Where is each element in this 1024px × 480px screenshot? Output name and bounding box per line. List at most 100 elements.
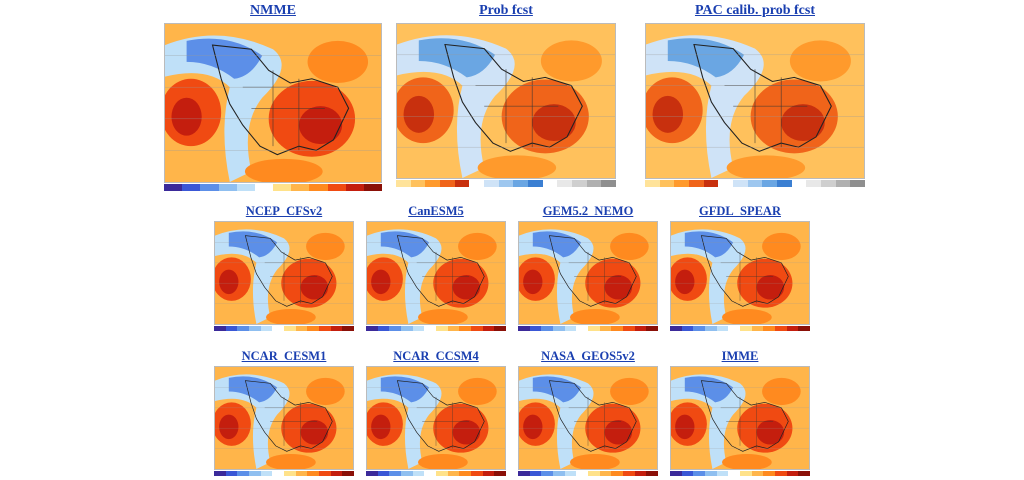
colorbar-swatch [447,326,460,331]
colorbar-swatch [763,471,776,476]
colorbar-anomaly [366,326,507,331]
colorbar-swatch [646,471,659,476]
link-model[interactable]: NCAR_CCSM4 [393,349,479,363]
link-model[interactable]: NCEP_CFSv2 [245,204,323,218]
colorbar-swatch [623,471,635,476]
colorbar-swatch [295,471,308,476]
colorbar-swatch [214,326,226,331]
colorbar-swatch [440,180,455,187]
map-model[interactable] [670,221,810,325]
colorbar-swatch [634,326,647,331]
colorbar-swatch [272,471,285,476]
colorbar-swatch [670,326,682,331]
panel-model: CanESM5 [366,204,507,334]
panel-model: NCAR_CCSM4 [366,349,507,479]
panel-prob-fcst: Prob fcst [396,3,617,193]
colorbar-swatch [345,184,364,191]
colorbar-swatch [798,326,811,331]
colorbar-swatch [740,471,752,476]
colorbar-anomaly [214,326,355,331]
colorbar-swatch [424,326,437,331]
panel-model: GEM5.2_NEMO [518,204,659,334]
colorbar-swatch [342,471,355,476]
colorbar-swatch [557,180,573,187]
colorbar-swatch [601,180,617,187]
link-model[interactable]: IMME [721,349,759,363]
colorbar-swatch [576,326,589,331]
link-model[interactable]: CanESM5 [408,204,464,218]
colorbar-swatch [798,471,811,476]
map-pac-calib[interactable] [645,23,865,179]
colorbar-anomaly [518,471,659,476]
colorbar-swatch [410,180,426,187]
map-model[interactable] [670,366,810,470]
map-model[interactable] [366,221,506,325]
colorbar-swatch [564,326,577,331]
panel-pac-calib: PAC calib. prob fcst [645,3,866,193]
colorbar-swatch [401,471,413,476]
colorbar-swatch [225,471,238,476]
link-model[interactable]: GFDL_SPEAR [699,204,781,218]
panel-nmme: NMME [164,3,383,193]
colorbar-swatch [740,326,752,331]
colorbar-swatch [529,326,542,331]
colorbar-swatch [471,326,483,331]
map-model[interactable] [518,221,658,325]
colorbar-swatch [273,184,292,191]
colorbar-swatch [541,471,554,476]
colorbar-swatch [542,180,558,187]
colorbar-prob-calib [645,180,866,187]
colorbar-swatch [733,180,748,187]
colorbar-swatch [164,184,183,191]
colorbar-swatch [182,184,201,191]
colorbar-swatch [330,471,343,476]
colorbar-swatch [436,471,448,476]
colorbar-swatch [659,180,675,187]
link-pac-calib-prob-fcst[interactable]: PAC calib. prob fcst [694,3,816,18]
colorbar-swatch [330,326,343,331]
colorbar-swatch [728,326,741,331]
colorbar-swatch [541,326,554,331]
map-prob-fcst[interactable] [396,23,616,179]
colorbar-swatch [389,471,402,476]
link-prob-fcst[interactable]: Prob fcst [479,3,533,18]
colorbar-swatch [260,471,273,476]
colorbar-swatch [821,180,836,187]
colorbar-swatch [518,471,530,476]
map-nmme-anomaly[interactable] [164,23,382,183]
link-model[interactable]: NASA_GEOS5v2 [541,349,635,363]
colorbar-swatch [518,326,530,331]
colorbar-swatch [786,326,799,331]
colorbar-swatch [377,326,390,331]
colorbar-swatch [307,326,320,331]
map-model[interactable] [214,221,354,325]
colorbar-swatch [645,180,660,187]
colorbar-swatch [494,471,507,476]
map-model[interactable] [214,366,354,470]
map-model[interactable] [518,366,658,470]
colorbar-swatch [850,180,866,187]
colorbar-swatch [751,471,764,476]
colorbar-swatch [237,326,250,331]
colorbar-swatch [218,184,237,191]
colorbar-swatch [319,471,331,476]
link-model[interactable]: NCAR_CESM1 [241,349,327,363]
colorbar-swatch [396,180,411,187]
colorbar-swatch [319,326,331,331]
colorbar-anomaly [366,471,507,476]
link-nmme[interactable]: NMME [250,3,296,18]
colorbar-swatch [576,471,589,476]
colorbar-swatch [716,326,729,331]
colorbar-swatch [786,471,799,476]
colorbar-anomaly [214,471,355,476]
map-model[interactable] [366,366,506,470]
colorbar-swatch [249,471,261,476]
colorbar-swatch [412,471,425,476]
colorbar-swatch [447,471,460,476]
colorbar-anomaly [164,184,383,191]
colorbar-swatch [260,326,273,331]
panel-model: GFDL_SPEAR [670,204,811,334]
colorbar-swatch [469,180,485,187]
link-model[interactable]: GEM5.2_NEMO [542,204,634,218]
colorbar-swatch [482,326,495,331]
